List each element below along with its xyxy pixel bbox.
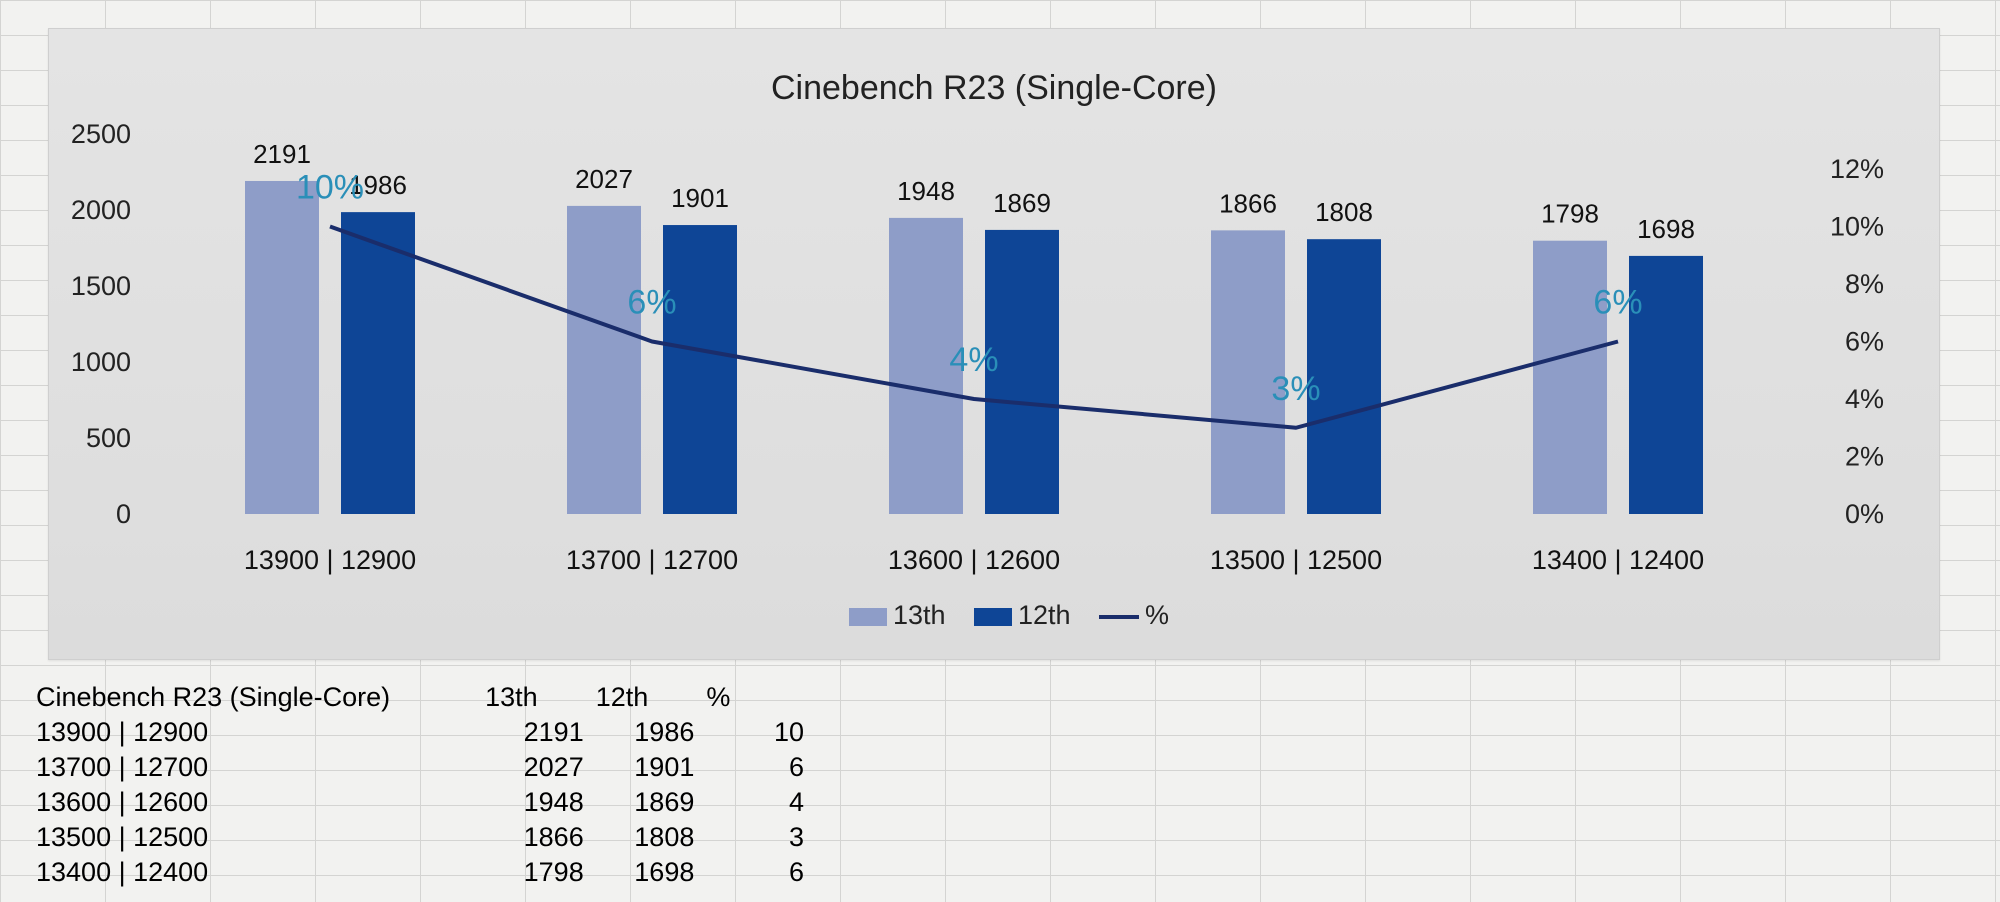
bar-12th	[663, 225, 737, 514]
table-cell[interactable]: 2027	[523, 752, 584, 782]
table-header-cell[interactable]: 12th	[595, 682, 649, 712]
y2-tick-label: 6%	[1845, 327, 1884, 357]
bar-13th	[567, 205, 641, 514]
legend-label-13th: 13th	[893, 600, 946, 630]
table-cell[interactable]: 13900 | 12900	[36, 717, 209, 747]
data-label-12th: 1698	[1637, 214, 1695, 244]
y2-tick-label: 2%	[1845, 442, 1884, 472]
table-row: 13700 | 12700 2027 1901 6	[30, 750, 810, 785]
y-tick-label: 1500	[71, 271, 131, 301]
table-header-cell[interactable]: Cinebench R23 (Single-Core)	[36, 682, 391, 712]
table-cell[interactable]: 1866	[523, 822, 584, 852]
table-cell[interactable]: 6	[788, 857, 804, 887]
bar-12th	[1629, 255, 1703, 515]
table-cell[interactable]: 10	[773, 717, 804, 747]
data-label-13th: 1948	[897, 176, 955, 206]
bars-group: 2191 1986 2027 1901 1948 1869 1866 1808 1798 1698	[245, 139, 1703, 515]
category-label: 13600 | 12600	[888, 545, 1060, 575]
table-row: 13600 | 12600 1948 1869 4	[30, 785, 810, 820]
y-axis-left: 0 500 1000 1500 2000 2500	[71, 119, 131, 529]
table-row: 13900 | 12900 2191 1986 10	[30, 715, 810, 750]
table-row: 13400 | 12400 1798 1698 6	[30, 855, 810, 890]
table-header-cell[interactable]: 13th	[485, 682, 538, 712]
chart-svg: Cinebench R23 (Single-Core) 0 500 1000 1500…	[71, 69, 1884, 630]
percent-label: 10%	[296, 169, 364, 207]
data-label-13th: 1866	[1219, 188, 1277, 218]
bar-12th	[1307, 239, 1381, 514]
data-label-12th: 1808	[1315, 197, 1373, 227]
y-tick-label: 500	[86, 423, 131, 453]
bar-13th	[245, 180, 319, 514]
y2-tick-label: 12%	[1830, 154, 1884, 184]
table-cell[interactable]: 13600 | 12600	[36, 787, 209, 817]
table-cell[interactable]: 2191	[523, 717, 584, 747]
bar-12th	[985, 229, 1059, 515]
percent-line-group: 10% 6% 4% 3% 6%	[296, 169, 1643, 430]
y-tick-label: 0	[116, 499, 131, 529]
table-cell[interactable]: 6	[788, 752, 804, 782]
data-label-13th: 2027	[575, 164, 633, 194]
table-cell[interactable]: 13400 | 12400	[36, 857, 209, 887]
table-cell[interactable]: 13700 | 12700	[36, 752, 209, 782]
legend-label-12th: 12th	[1018, 600, 1071, 630]
data-label-13th: 1798	[1541, 199, 1599, 229]
data-label-12th: 1869	[993, 188, 1051, 218]
data-label-12th: 1986	[349, 170, 407, 200]
data-table: Cinebench R23 (Single-Core) 13th 12th% 1390…	[30, 680, 810, 890]
bar-13th	[1211, 230, 1285, 515]
data-label-12th: 1901	[671, 183, 729, 213]
category-label: 13900 | 12900	[244, 545, 416, 575]
chart-title: Cinebench R23 (Single-Core)	[771, 69, 1217, 107]
y-axis-right: 0% 2% 4% 6% 8% 10% 12%	[1830, 154, 1884, 529]
category-label: 13400 | 12400	[1532, 545, 1704, 575]
table-cell[interactable]: 1798	[523, 857, 584, 887]
percent-label: 6%	[1593, 284, 1642, 322]
table-header-cell[interactable]: %	[706, 682, 731, 712]
legend-swatch-13th	[849, 608, 887, 626]
table-cell[interactable]: 3	[788, 822, 804, 852]
category-label: 13700 | 12700	[566, 545, 738, 575]
bar-13th	[1533, 240, 1607, 515]
table-header-row: Cinebench R23 (Single-Core) 13th 12th%	[30, 680, 810, 715]
table-cell[interactable]: 1698	[634, 857, 695, 887]
data-label-13th: 2191	[253, 139, 311, 169]
percent-label: 6%	[627, 284, 676, 322]
y2-tick-label: 10%	[1830, 212, 1884, 242]
percent-label: 3%	[1271, 370, 1320, 408]
category-label: 13500 | 12500	[1210, 545, 1382, 575]
y2-tick-label: 0%	[1845, 499, 1884, 529]
table-cell[interactable]: 13500 | 12500	[36, 822, 209, 852]
percent-label: 4%	[949, 341, 998, 379]
bar-12th	[341, 212, 415, 515]
table-cell[interactable]: 1901	[634, 752, 695, 782]
y-tick-label: 2500	[71, 119, 131, 149]
legend-swatch-12th	[974, 608, 1012, 626]
table-row: 13500 | 12500 1866 1808 3	[30, 820, 810, 855]
table-cell[interactable]: 1869	[634, 787, 695, 817]
y-tick-label: 2000	[71, 195, 131, 225]
chart-area[interactable]: Cinebench R23 (Single-Core) 0 500 1000 1500…	[48, 28, 1940, 660]
table-cell[interactable]: 1986	[634, 717, 695, 747]
percent-line	[329, 224, 1619, 430]
table-cell[interactable]: 1808	[634, 822, 695, 852]
y-tick-label: 1000	[71, 347, 131, 377]
y2-tick-label: 4%	[1845, 384, 1884, 414]
legend-label-percent: %	[1145, 600, 1169, 630]
table-cell[interactable]: 1948	[523, 787, 584, 817]
bar-13th	[889, 217, 963, 515]
table-cell[interactable]: 4	[788, 787, 804, 817]
legend: 13th 12th%	[849, 600, 1169, 630]
category-labels: 13900 | 12900 13700 | 12700 13600 | 12600 1…	[244, 545, 1704, 575]
y2-tick-label: 8%	[1845, 269, 1884, 299]
